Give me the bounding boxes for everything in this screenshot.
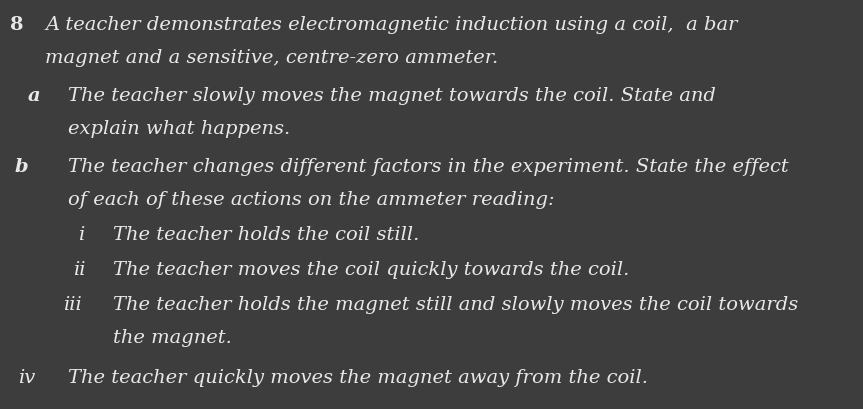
Text: The teacher moves the coil quickly towards the coil.: The teacher moves the coil quickly towar… xyxy=(113,261,629,278)
Text: of each of these actions on the ammeter reading:: of each of these actions on the ammeter … xyxy=(68,191,555,209)
Text: ii: ii xyxy=(73,261,85,278)
Text: the magnet.: the magnet. xyxy=(113,328,232,346)
Text: iii: iii xyxy=(63,295,82,313)
Text: a: a xyxy=(28,87,41,105)
Text: The teacher quickly moves the magnet away from the coil.: The teacher quickly moves the magnet awa… xyxy=(68,368,648,386)
Text: 8: 8 xyxy=(10,16,23,34)
Text: The teacher holds the coil still.: The teacher holds the coil still. xyxy=(113,225,419,243)
Text: The teacher changes different factors in the experiment. State the effect: The teacher changes different factors in… xyxy=(68,157,789,175)
Text: The teacher holds the magnet still and slowly moves the coil towards: The teacher holds the magnet still and s… xyxy=(113,295,798,313)
Text: A teacher demonstrates electromagnetic induction using a coil,  a bar: A teacher demonstrates electromagnetic i… xyxy=(45,16,738,34)
Text: iv: iv xyxy=(18,368,35,386)
Text: b: b xyxy=(15,157,28,175)
Text: The teacher slowly moves the magnet towards the coil. State and: The teacher slowly moves the magnet towa… xyxy=(68,87,716,105)
Text: i: i xyxy=(78,225,85,243)
Text: magnet and a sensitive, centre-zero ammeter.: magnet and a sensitive, centre-zero amme… xyxy=(45,49,498,67)
Text: explain what happens.: explain what happens. xyxy=(68,120,290,138)
